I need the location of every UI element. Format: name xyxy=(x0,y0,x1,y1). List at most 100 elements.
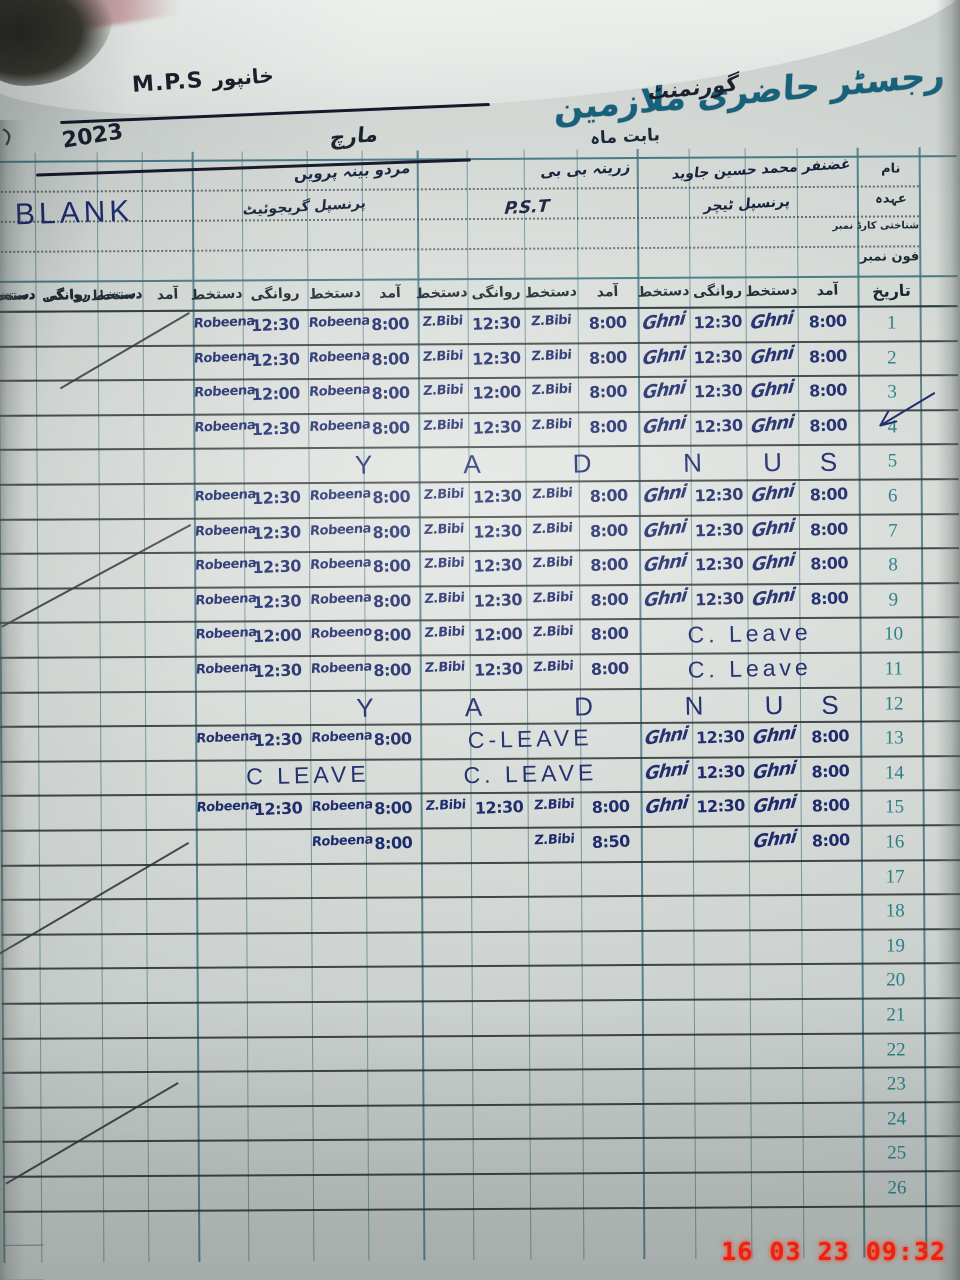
entry-cell: 12:30 xyxy=(695,726,745,748)
entry-cell: Ghni xyxy=(749,376,795,404)
column-header-signature-out-g1: دستخط xyxy=(637,282,690,301)
column-header-departure-g3: روانگی xyxy=(250,285,300,304)
entry-cell: Ghni xyxy=(752,791,797,819)
entry-cell: 8:00 xyxy=(810,587,849,609)
entry-cell: Z.Bibi xyxy=(423,590,465,607)
entry-cell: Z.Bibi xyxy=(530,347,572,364)
entry-cell: Robeena xyxy=(309,486,372,504)
entry-cell: Ghni xyxy=(750,480,796,508)
entry-cell: Robeena xyxy=(308,382,371,401)
entry-cell: Ghni xyxy=(641,377,687,405)
entry-cell: Z.Bibi xyxy=(531,381,573,399)
date-cell: 15 xyxy=(885,796,905,818)
entry-cell: Ghni xyxy=(642,515,688,543)
entry-cell: 8:00 xyxy=(372,590,412,612)
date-cell: 20 xyxy=(886,969,906,991)
entry-cell: Robeena xyxy=(194,487,257,505)
entry-cell: Z.Bibi xyxy=(531,485,573,503)
column-header-signature-out-g2: دستخط xyxy=(415,284,468,303)
date-cell: 9 xyxy=(888,589,899,611)
entry-cell: 8:00 xyxy=(372,521,411,542)
page-edge-left-shadow xyxy=(0,120,26,1280)
entry-cell: 12:30 xyxy=(472,485,522,507)
entry-cell: 8:00 xyxy=(809,484,848,505)
register-title-block: رجسٹر حاضری ملازمین بابت ماہ گورنمنٹ M.P… xyxy=(0,20,960,177)
date-cell: 11 xyxy=(884,658,903,680)
entry-cell: Z.Bibi xyxy=(423,486,465,504)
entry-cell: 8:00 xyxy=(590,589,629,610)
babat-maah-label: بابت ماہ xyxy=(589,125,661,149)
entry-cell: U xyxy=(762,447,783,478)
entry-cell: 12:30 xyxy=(693,380,743,402)
entry-cell: Robeena xyxy=(194,521,257,540)
entry-cell: 12:30 xyxy=(694,588,744,610)
attendance-table: نام عہدہ شناختی کارڈ نمبر فون نمبر تاریخ آمد د… xyxy=(0,147,960,1280)
entry-cell: S xyxy=(819,447,838,478)
entry-cell: Y xyxy=(355,692,375,723)
entry-cell: D xyxy=(572,448,592,479)
entry-cell: Ghni xyxy=(752,826,798,854)
entry-cell: Z.Bibi xyxy=(532,589,574,607)
entry-cell: 8:00 xyxy=(809,518,849,540)
entry-cell: Robeena xyxy=(194,590,257,609)
row-label-id-card-number: شناختی کارڈ نمبر xyxy=(832,220,920,232)
title-underline-1 xyxy=(60,102,490,125)
date-cell: 17 xyxy=(885,866,905,888)
entry-cell: Robeena xyxy=(309,521,372,539)
person-designation-slot3: پرنسپل گریجوئیٹ xyxy=(242,195,367,219)
entry-cell: Z.Bibi xyxy=(425,797,467,815)
entry-cell: Z.Bibi xyxy=(533,831,575,849)
entry-cell: U xyxy=(764,689,784,721)
entry-cell: Ghni xyxy=(642,550,688,578)
column-header-signature-out-g3: دستخط xyxy=(190,285,243,304)
entry-cell: N xyxy=(684,690,704,721)
table-row-divider xyxy=(1,997,960,1005)
strike-line-mid xyxy=(1,523,192,628)
entry-cell: 8:00 xyxy=(589,485,628,506)
column-header-departure-g5: روانگی xyxy=(45,286,88,303)
entry-cell: 8:00 xyxy=(811,830,851,851)
entry-cell: Robeena xyxy=(308,348,371,366)
entry-cell: Ghni xyxy=(752,757,797,784)
entry-cell: 8:00 xyxy=(808,311,847,332)
table-row-divider xyxy=(0,275,958,283)
date-cell: 6 xyxy=(887,485,898,507)
entry-cell: Ghni xyxy=(750,549,796,577)
entry-cell: 8:00 xyxy=(371,382,410,404)
school-place: خانپور xyxy=(211,63,275,92)
date-cell: 5 xyxy=(887,450,898,472)
entry-cell: Z.Bibi xyxy=(533,797,575,814)
year-value: 2023 xyxy=(60,119,125,154)
entry-cell: Ghni xyxy=(642,480,688,508)
entry-cell: 8:00 xyxy=(590,623,629,645)
entry-cell: Robeena xyxy=(309,555,372,574)
entry-cell: 12:30 xyxy=(471,347,521,369)
entry-cell: 8:00 xyxy=(370,313,410,335)
date-cell: 21 xyxy=(886,1004,906,1026)
date-cell: 13 xyxy=(884,727,904,749)
date-cell: 7 xyxy=(888,520,898,542)
entry-cell: Robeena xyxy=(195,729,258,747)
date-cell: 19 xyxy=(885,935,906,957)
date-cell: 18 xyxy=(885,900,905,922)
entry-cell: Ghni xyxy=(641,342,687,370)
entry-cell: Ghni xyxy=(643,723,689,751)
entry-cell: Robeena xyxy=(196,798,259,816)
entry-cell: 8:00 xyxy=(371,486,411,508)
entry-cell: Z.Bibi xyxy=(422,313,464,331)
entry-cell: Ghni xyxy=(750,584,796,611)
hand-drawn-arrow xyxy=(879,392,936,427)
entry-cell: Ghni xyxy=(750,514,796,542)
entry-cell: 8:00 xyxy=(372,555,411,577)
entry-cell: A xyxy=(464,691,483,722)
table-column-divider xyxy=(34,152,43,1263)
strike-line-bottom xyxy=(5,1081,179,1185)
entry-cell: Robeena xyxy=(193,417,256,436)
entry-cell: 8:00 xyxy=(588,347,628,368)
school-code: M.P.S xyxy=(131,67,205,98)
entry-cell: 12:30 xyxy=(693,311,743,333)
entry-cell: C. Leave xyxy=(687,619,812,649)
date-cell: 24 xyxy=(886,1108,907,1130)
entry-cell: Ghni xyxy=(641,411,687,439)
